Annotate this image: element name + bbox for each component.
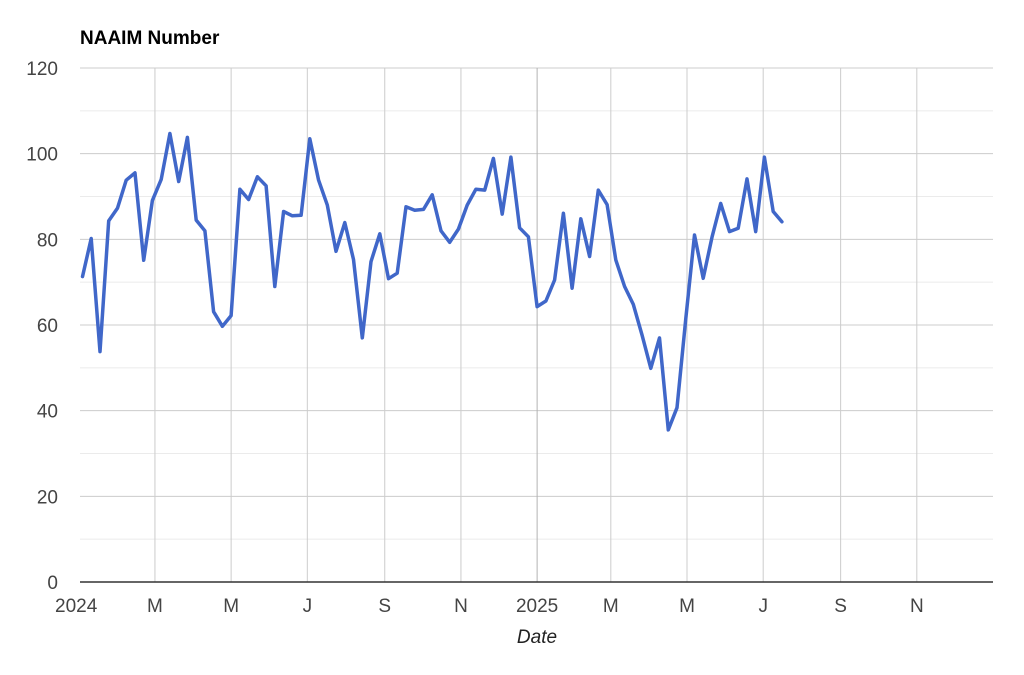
- y-tick-label: 20: [37, 487, 58, 508]
- y-tick-label: 80: [37, 230, 58, 251]
- x-tick-label: S: [378, 596, 391, 617]
- x-tick-label: N: [454, 596, 468, 617]
- x-tick-label: S: [834, 596, 847, 617]
- grid-layer: [80, 67, 993, 582]
- x-axis-title: Date: [517, 627, 557, 648]
- x-tick-label: M: [603, 596, 619, 617]
- y-tick-label: 40: [37, 402, 58, 423]
- x-tick-label: 2024: [55, 596, 98, 617]
- x-tick-label: M: [147, 596, 163, 617]
- y-tick-label: 0: [47, 573, 58, 594]
- x-tick-label: N: [910, 596, 924, 617]
- series-layer: [80, 131, 784, 432]
- chart-title: NAAIM Number: [80, 28, 220, 49]
- y-tick-label: 60: [37, 316, 58, 337]
- x-tick-label: J: [303, 596, 313, 617]
- axis-layer: 0 20 40 60 80 100 120 2024 M M J S N 2025 M M J S N: [26, 59, 993, 617]
- x-tick-label: M: [679, 596, 695, 617]
- y-tick-label: 100: [26, 145, 58, 166]
- x-tick-label: M: [223, 596, 239, 617]
- series-line: [80, 131, 784, 432]
- x-tick-label: J: [758, 596, 768, 617]
- x-tick-label: 2025: [516, 596, 558, 617]
- y-tick-label: 120: [26, 59, 58, 80]
